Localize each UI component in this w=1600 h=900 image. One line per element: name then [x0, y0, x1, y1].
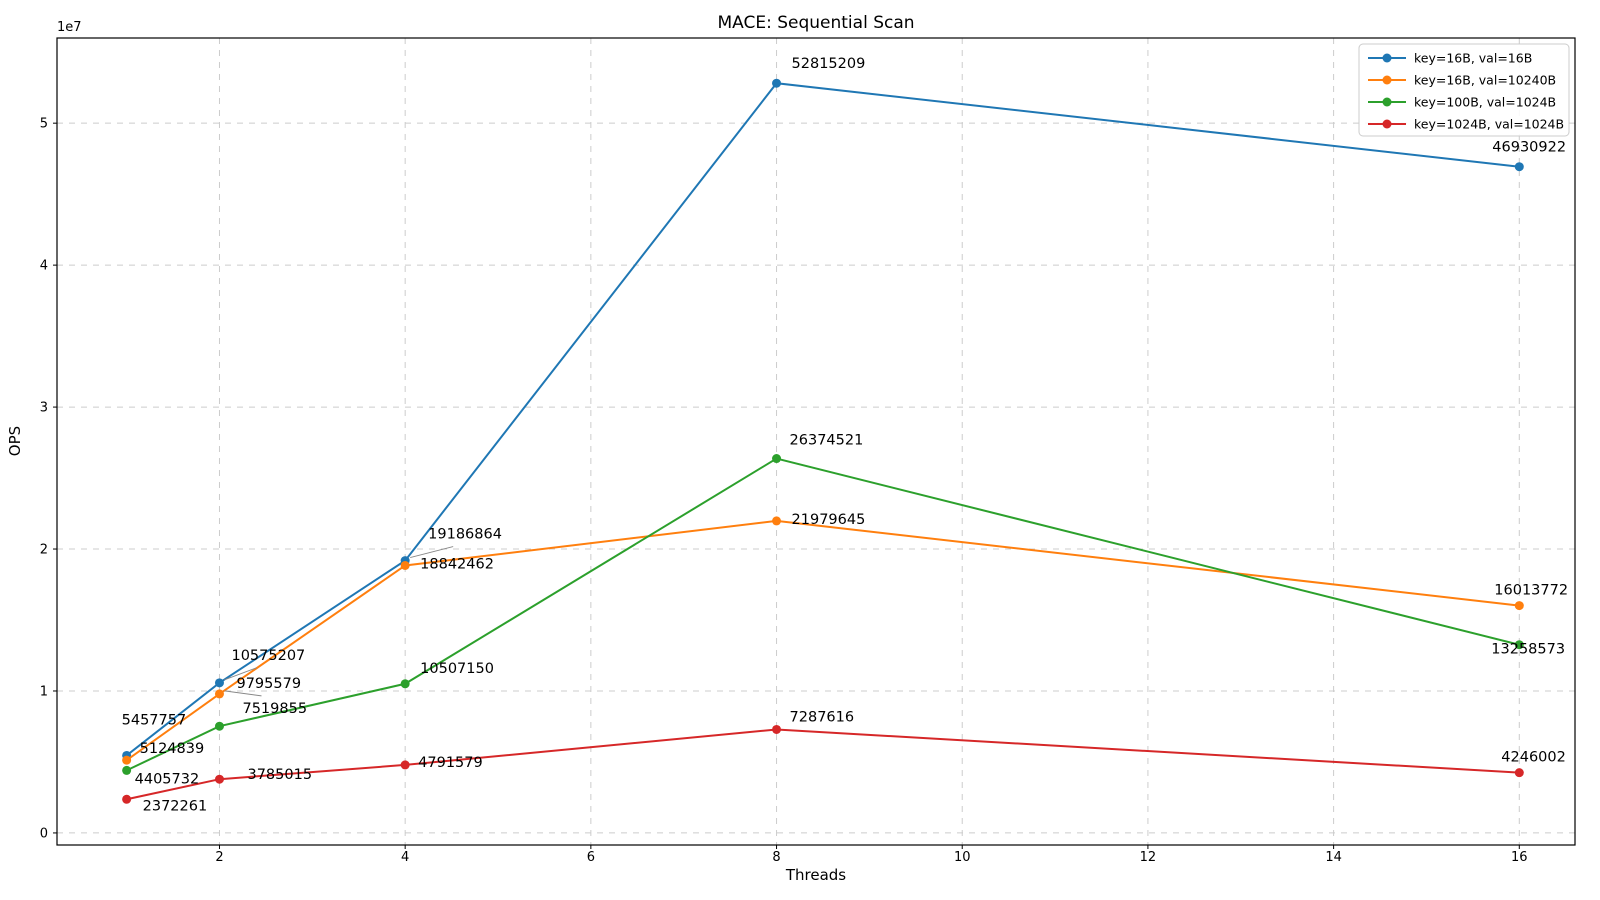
- x-tick-label: 14: [1325, 850, 1342, 865]
- data-point-marker: [400, 560, 410, 570]
- legend-marker: [1382, 75, 1392, 85]
- series-lines: [122, 78, 1524, 804]
- x-tick-label: 16: [1511, 850, 1528, 865]
- x-tick-label: 8: [772, 850, 780, 865]
- data-point-marker: [772, 724, 782, 734]
- data-point-marker: [1514, 162, 1524, 172]
- data-point-label: 5124839: [140, 741, 205, 757]
- data-point-marker: [214, 721, 224, 731]
- data-point-marker: [400, 679, 410, 689]
- data-point-marker: [772, 454, 782, 464]
- legend-marker: [1382, 119, 1392, 129]
- data-point-label: 4791579: [418, 755, 483, 771]
- data-point-marker: [1514, 640, 1524, 650]
- data-point-label: 52815209: [792, 56, 866, 72]
- legend: key=16B, val=16B key=16B, val=10240B key=1…: [1358, 43, 1570, 137]
- gridlines: [57, 38, 1575, 845]
- data-point-marker: [1514, 601, 1524, 611]
- data-point-marker: [400, 760, 410, 770]
- data-point-marker: [214, 678, 224, 688]
- data-point-label: 18842462: [420, 556, 494, 572]
- series-line-3: [126, 728, 1520, 801]
- legend-label: key=16B, val=16B: [1414, 51, 1532, 66]
- data-point-marker: [214, 689, 224, 699]
- data-point-label: 5457757: [122, 712, 187, 728]
- label-leader-line: [224, 690, 262, 697]
- x-tick-label: 2: [215, 850, 223, 865]
- legend-label: key=100B, val=1024B: [1414, 95, 1556, 110]
- data-point-marker: [772, 78, 782, 88]
- data-point-label: 4405732: [135, 771, 200, 787]
- data-point-marker: [122, 765, 132, 775]
- data-point-marker: [1514, 768, 1524, 778]
- label-leader-line: [410, 546, 454, 559]
- data-point-label: 13258573: [1491, 642, 1565, 658]
- legend-marker: [1382, 97, 1392, 107]
- y-tick-label: 0: [40, 826, 48, 841]
- y-tick-label: 5: [40, 117, 48, 132]
- data-point-marker: [122, 755, 132, 765]
- x-tick-label: 10: [954, 850, 971, 865]
- data-point-label: 21979645: [792, 512, 866, 528]
- legend-marker: [1382, 53, 1392, 63]
- chart-title: MACE: Sequential Scan: [717, 13, 914, 33]
- data-point-label: 2372261: [143, 798, 208, 814]
- x-tick-label: 6: [587, 850, 595, 865]
- data-point-marker: [214, 774, 224, 784]
- data-point-label: 4246002: [1501, 750, 1566, 766]
- data-point-label: 7519855: [242, 701, 307, 717]
- data-point-label: 46930922: [1492, 140, 1566, 156]
- y-tick-label: 4: [40, 259, 48, 274]
- y-axis-offset-text: 1e7: [57, 20, 82, 35]
- legend-box: [1358, 43, 1570, 137]
- series-line-0: [126, 82, 1520, 757]
- label-leader-line: [224, 667, 257, 681]
- legend-label: key=16B, val=10240B: [1414, 73, 1556, 88]
- x-tick-label: 12: [1140, 850, 1157, 865]
- data-labels: 5457757 10575207 19186864 52815209 46930922 5…: [122, 56, 1568, 814]
- y-tick-label: 2: [40, 543, 48, 558]
- data-point-label: 10507150: [420, 661, 494, 677]
- data-point-label: 3785015: [247, 767, 312, 783]
- data-point-label: 10575207: [231, 648, 305, 664]
- data-point-marker: [772, 516, 782, 526]
- x-axis-label: Threads: [785, 866, 846, 884]
- legend-label: key=1024B, val=1024B: [1414, 117, 1564, 132]
- y-tick-label: 3: [40, 401, 48, 416]
- plot-border: [56, 37, 1576, 846]
- x-tick-label: 4: [401, 850, 409, 865]
- y-axis-label: OPS: [6, 426, 24, 456]
- data-point-marker: [122, 794, 132, 804]
- data-point-label: 26374521: [790, 433, 864, 449]
- data-point-label: 9795579: [236, 676, 301, 692]
- data-point-label: 16013772: [1494, 583, 1568, 599]
- y-tick-label: 1: [40, 684, 48, 699]
- data-point-label: 19186864: [428, 527, 502, 543]
- data-point-label: 7287616: [790, 709, 855, 725]
